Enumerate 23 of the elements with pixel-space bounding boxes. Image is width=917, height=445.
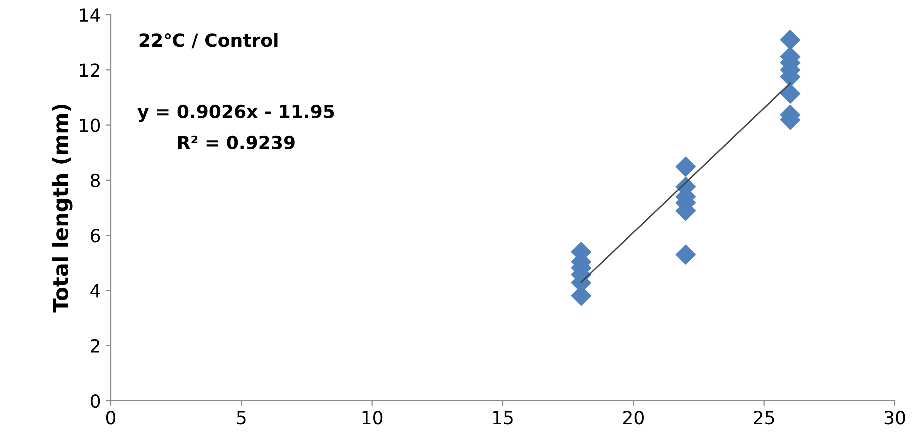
x-tick-label: 15: [493, 411, 513, 425]
x-tick-label: 5: [237, 411, 246, 425]
x-tick-label: 10: [362, 411, 383, 425]
y-tick-label: 8: [91, 174, 100, 188]
y-tick-label: 14: [80, 8, 100, 22]
point: [676, 156, 696, 178]
x-tick-label: 25: [754, 411, 774, 425]
y-tick-label: 0: [90, 394, 100, 408]
y-tick-label: 6: [91, 229, 100, 243]
point: [780, 84, 801, 104]
y-axis-title: Total length (mm): [52, 104, 73, 313]
y-tick-label: 12: [80, 64, 100, 78]
annotation: y = 0.9026x - 11.95: [138, 104, 334, 122]
x-tick-label: 30: [884, 411, 906, 425]
y-tick-label: 4: [90, 284, 100, 298]
annotation: 22℃ / Control: [140, 33, 278, 49]
annotation: R² = 0.9239: [178, 136, 295, 150]
point: [780, 30, 801, 50]
point: [676, 244, 696, 266]
y-tick-label: 2: [91, 339, 100, 353]
x-tick-label: 0: [106, 411, 116, 425]
y-tick-label: 10: [80, 118, 100, 132]
x-tick-label: 20: [624, 411, 644, 425]
